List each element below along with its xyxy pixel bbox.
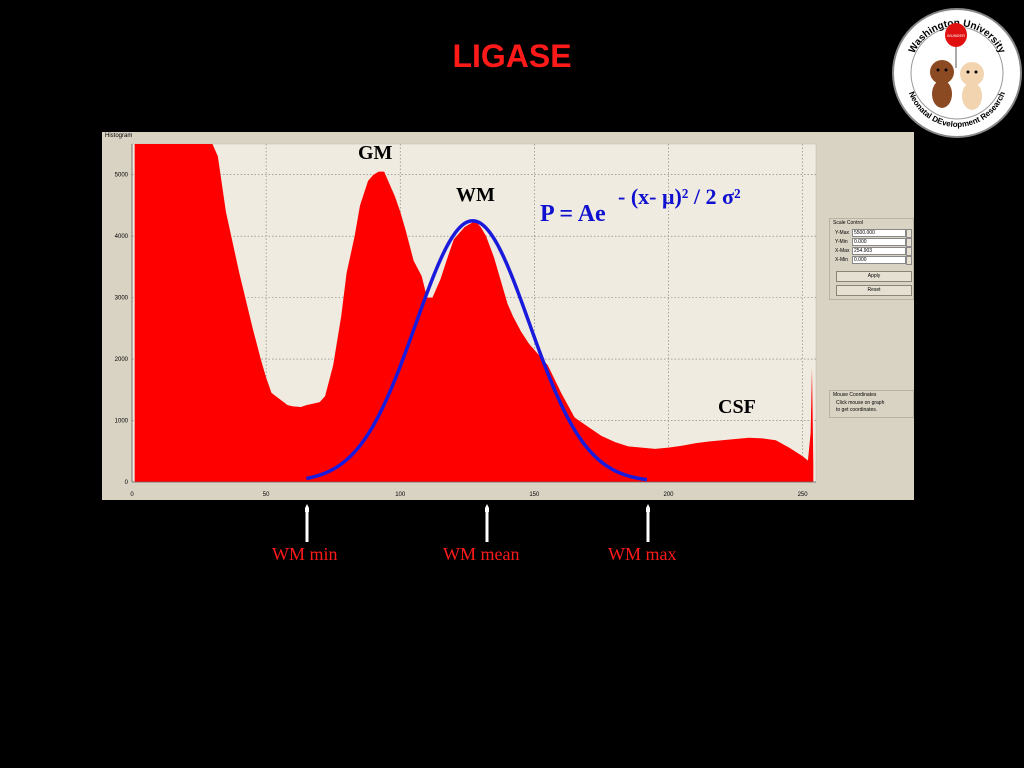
svg-text:WUNDER: WUNDER	[947, 33, 965, 38]
wm-max-label: WM max	[608, 544, 677, 564]
y-tick-label: 3000	[115, 296, 129, 302]
xmax-input[interactable]: 254.903	[852, 247, 906, 255]
y-tick-label: 0	[125, 480, 129, 486]
x-tick-label: 100	[395, 492, 406, 498]
xmin-input[interactable]: 0.000	[852, 256, 906, 264]
ymin-input[interactable]: 0.000	[852, 238, 906, 246]
gm-label: GM	[358, 142, 393, 164]
y-tick-label: 1000	[115, 419, 129, 425]
ymax-label: Y-Max	[835, 230, 849, 236]
xmin-spinner[interactable]	[906, 256, 912, 265]
gaussian-equation-exponent: - (x- μ)² / 2 σ²	[618, 184, 741, 209]
gaussian-curve	[305, 219, 648, 482]
y-tick-label: 2000	[115, 357, 129, 363]
ymin-row: Y-Min 0.000	[835, 238, 912, 247]
histogram-area	[134, 144, 814, 482]
wm-mean-label: WM mean	[443, 544, 520, 564]
reset-button[interactable]: Reset	[836, 285, 912, 296]
histogram-chart[interactable]: 0 1000 2000 3000 4000 5000 0 50 100 150 200 250	[102, 132, 914, 500]
xmax-label: X-Max	[835, 248, 850, 254]
wm-max-arrow-icon	[646, 504, 650, 542]
ymin-spinner[interactable]	[906, 238, 912, 247]
y-tick-label: 5000	[115, 173, 129, 179]
mouse-coordinates-group: Mouse Coordinates Click mouse on graph t…	[829, 390, 914, 418]
mouse-coordinates-legend: Mouse Coordinates	[833, 392, 877, 398]
csf-label: CSF	[718, 396, 756, 418]
y-tick-label: 4000	[115, 234, 129, 240]
ymax-row: Y-Max 5500.000	[835, 229, 912, 238]
gaussian-equation: P = Ae	[540, 201, 606, 227]
wu-logo: Washington University Neonatal DEvelopme…	[892, 8, 1022, 138]
mouse-coordinates-hint-1: Click mouse on graph	[836, 400, 885, 406]
ymax-input[interactable]: 5500.000	[852, 229, 906, 237]
xmax-row: X-Max 254.903	[835, 247, 912, 256]
x-tick-label: 150	[529, 492, 540, 498]
histogram-panel: 0 1000 2000 3000 4000 5000 0 50 100 150 200 250 His…	[102, 132, 914, 500]
slide-title: LIGASE	[452, 38, 572, 74]
apply-button[interactable]: Apply	[836, 271, 912, 282]
xmax-spinner[interactable]	[906, 247, 912, 256]
x-tick-label: 200	[663, 492, 674, 498]
mouse-coordinates-hint-2: to get coordinates.	[836, 407, 878, 413]
wm-label: WM	[456, 184, 495, 206]
ymax-spinner[interactable]	[906, 229, 912, 238]
x-tick-label: 250	[798, 492, 809, 498]
ymin-label: Y-Min	[835, 239, 848, 245]
wm-min-arrow-icon	[305, 504, 309, 542]
scale-control-group: Scale Control Y-Max 5500.000 Y-Min 0.000…	[829, 218, 914, 300]
scale-control-legend: Scale Control	[833, 220, 864, 226]
x-tick-label: 50	[263, 492, 270, 498]
histogram-panel-title: Histogram	[105, 133, 133, 139]
wm-mean-arrow-icon	[485, 504, 489, 542]
xmin-label: X-Min	[835, 257, 849, 263]
xmin-row: X-Min 0.000	[835, 256, 912, 265]
wm-min-label: WM min	[272, 544, 338, 564]
x-tick-label: 0	[130, 492, 134, 498]
